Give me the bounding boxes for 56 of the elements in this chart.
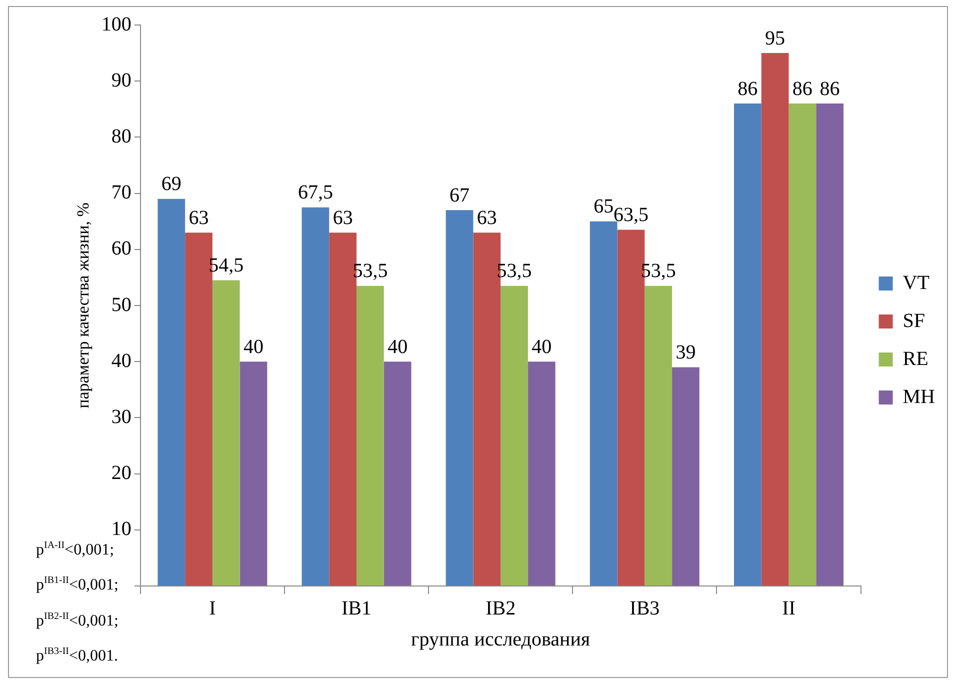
y-tick-label: 60	[111, 238, 132, 260]
x-tick-label: IB3	[630, 597, 660, 620]
data-label: 63	[188, 206, 209, 229]
y-tick-label: 10	[111, 518, 132, 540]
y-tick-label: 20	[111, 462, 132, 484]
y-tick-label: 70	[111, 182, 132, 204]
text: p$^{IA-II}$<0,001;	[36, 540, 114, 558]
data-label: 40	[388, 336, 408, 358]
bar	[302, 207, 330, 586]
data-label: 95	[765, 27, 786, 50]
legend-label: SF	[902, 310, 926, 332]
y-axis-title: параметр качества жизни, %	[74, 202, 93, 408]
bar	[212, 280, 240, 586]
bar	[788, 104, 816, 586]
data-label: 63	[476, 206, 497, 229]
y-tick-label: 100	[101, 13, 132, 36]
y-tick-label: 30	[111, 406, 132, 428]
data-label: 65	[594, 196, 614, 218]
data-label: 63,5	[613, 204, 648, 226]
y-tick-label: 90	[111, 69, 132, 92]
legend-label: VT	[902, 272, 930, 294]
bar	[500, 286, 528, 586]
x-tick-label: II	[782, 597, 796, 620]
legend-label: MH	[902, 386, 936, 408]
text: p$^{IB2-II}$<0,001;	[36, 610, 118, 631]
x-tick-label: IB1	[342, 597, 372, 620]
x-tick-label: I	[209, 597, 216, 620]
bar	[356, 286, 384, 586]
x-axis-title: группа исследования	[411, 628, 590, 650]
data-label: 40	[532, 336, 552, 358]
bar	[672, 367, 700, 586]
bar	[384, 362, 412, 586]
bar	[240, 362, 268, 586]
data-label: 67	[450, 184, 470, 206]
y-tick-label: 80	[111, 125, 132, 148]
bar	[446, 210, 474, 586]
y-tick-label: 40	[111, 350, 132, 372]
data-label: 86	[820, 78, 840, 100]
data-label: 40	[244, 336, 264, 358]
data-label: 69	[161, 173, 182, 196]
legend-label: RE	[902, 348, 928, 370]
bar	[761, 53, 789, 586]
x-tick-label: IB2	[486, 597, 516, 620]
bar	[734, 104, 762, 586]
data-label: 39	[676, 341, 696, 364]
data-label: 86	[792, 78, 812, 100]
data-label: 67,5	[298, 182, 333, 204]
y-tick-label: 50	[111, 294, 132, 316]
bar	[816, 104, 844, 586]
bar	[158, 198, 186, 586]
data-label: 63	[332, 206, 353, 229]
bar	[644, 286, 672, 586]
text: p$^{IB1-II}$<0,001;	[36, 574, 118, 596]
data-label: 86	[738, 78, 758, 100]
text: p$^{IB3-II}$<0,001.	[36, 644, 118, 666]
bar	[528, 362, 556, 586]
